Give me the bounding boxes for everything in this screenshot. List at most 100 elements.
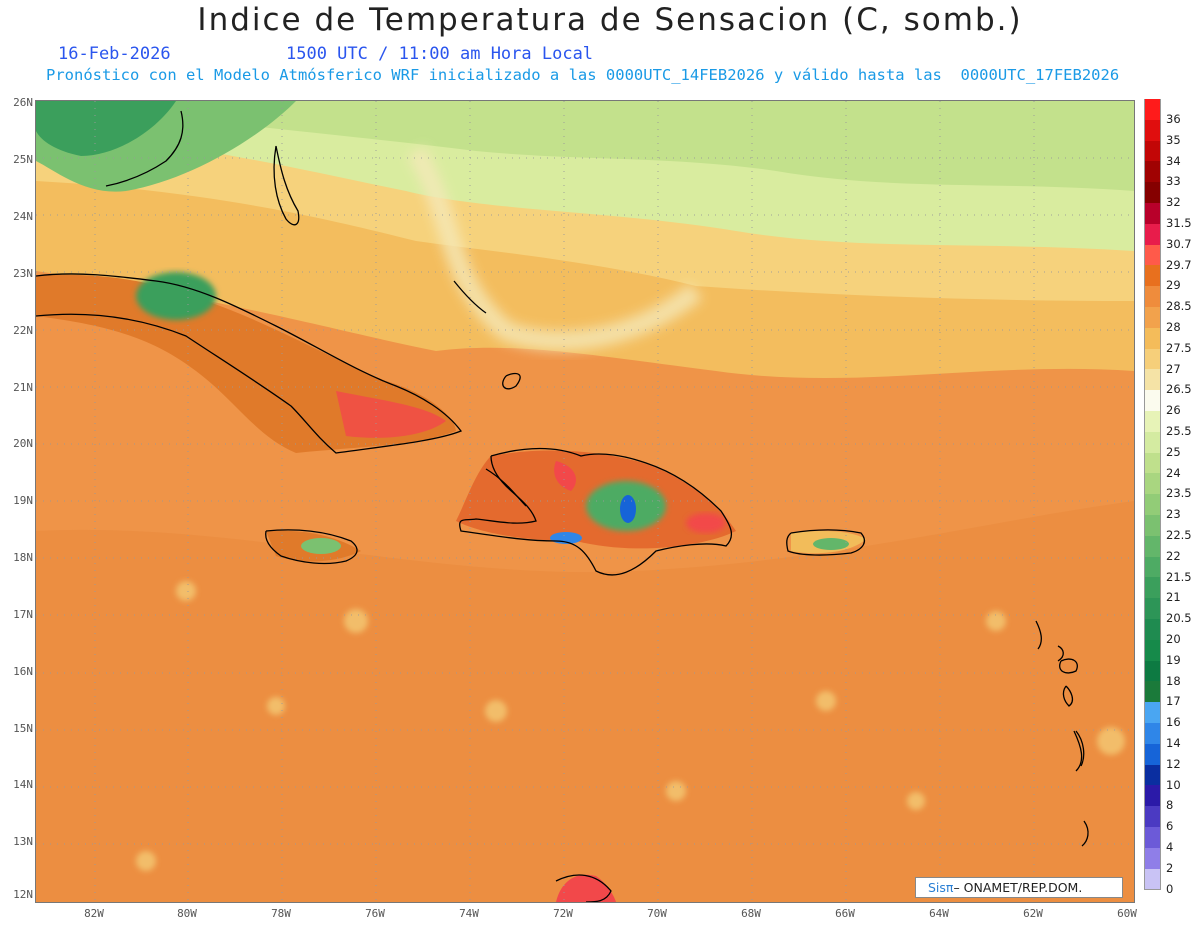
credit-text: – ONAMET/REP.DOM. xyxy=(953,880,1083,895)
lon-label: 66W xyxy=(835,907,855,920)
legend-bottom-edge xyxy=(1144,889,1161,891)
lon-label: 80W xyxy=(177,907,197,920)
legend-level: 21 xyxy=(1166,590,1181,605)
legend-level: 29.7 xyxy=(1166,257,1192,272)
valid-date-line: 16-Feb-2026 1500 UTC / 11:00 am Hora Loca… xyxy=(58,44,593,64)
lon-label: 68W xyxy=(741,907,761,920)
model-subtitle: Pronóstico con el Modelo Atmósferico WRF… xyxy=(46,66,1120,84)
credit-box: Sisπ – ONAMET/REP.DOM. xyxy=(915,877,1123,898)
lat-label: 21N xyxy=(13,381,33,394)
legend-swatch xyxy=(1144,681,1161,703)
legend-level: 16 xyxy=(1166,715,1181,730)
legend-level: 25.5 xyxy=(1166,424,1192,438)
legend-swatch xyxy=(1144,286,1161,308)
legend-swatch xyxy=(1144,619,1161,641)
legend-swatch xyxy=(1144,785,1161,807)
lon-label: 72W xyxy=(553,907,573,920)
legend-swatch xyxy=(1144,327,1161,350)
legend-swatch xyxy=(1144,847,1161,870)
legend-swatch xyxy=(1144,515,1161,537)
legend-swatch xyxy=(1144,452,1161,474)
legend-level: 22.5 xyxy=(1166,528,1192,542)
legend-swatch xyxy=(1144,119,1161,142)
lat-label: 16N xyxy=(13,665,33,678)
legend-swatch xyxy=(1144,494,1161,516)
legend-level: 24 xyxy=(1166,465,1181,480)
legend-level: 26.5 xyxy=(1166,382,1192,397)
legend-swatch xyxy=(1144,473,1161,495)
lon-label: 70W xyxy=(647,907,667,920)
legend-swatch xyxy=(1144,827,1161,849)
lon-label: 78W xyxy=(271,907,291,920)
legend-swatch xyxy=(1144,639,1161,662)
legend-level: 17 xyxy=(1166,694,1181,709)
legend-level: 18 xyxy=(1166,673,1181,688)
lat-label: 23N xyxy=(13,267,33,280)
legend-swatch xyxy=(1144,806,1161,828)
forecast-time: 1500 UTC / 11:00 am Hora Local xyxy=(286,44,594,64)
lat-label: 25N xyxy=(13,153,33,166)
legend-level: 22 xyxy=(1166,548,1181,563)
legend-level: 30.7 xyxy=(1166,236,1192,251)
legend-swatch xyxy=(1144,161,1161,183)
legend-swatch xyxy=(1144,390,1161,412)
legend-swatch xyxy=(1144,764,1161,786)
legend-swatch xyxy=(1144,265,1161,287)
lat-label: 18N xyxy=(13,551,33,564)
legend-level: 31.5 xyxy=(1166,216,1192,230)
legend-level: 26 xyxy=(1166,403,1181,418)
legend-swatch xyxy=(1144,660,1161,682)
legend-level: 35 xyxy=(1166,132,1181,147)
legend-level: 29 xyxy=(1166,278,1181,293)
legend-swatch xyxy=(1144,140,1161,162)
legend-level: 32 xyxy=(1166,195,1181,210)
lat-label: 13N xyxy=(13,835,33,848)
legend-level: 4 xyxy=(1166,840,1174,854)
legend-swatch xyxy=(1144,577,1161,599)
lat-label: 22N xyxy=(13,324,33,337)
legend-level: 28 xyxy=(1166,320,1181,334)
lon-label: 62W xyxy=(1023,907,1043,920)
legend-level: 23 xyxy=(1166,507,1181,522)
legend-swatch xyxy=(1144,868,1161,890)
legend-level: 19 xyxy=(1166,652,1181,667)
legend-swatch xyxy=(1144,369,1161,391)
lat-label: 17N xyxy=(13,608,33,621)
legend-level: 21.5 xyxy=(1166,569,1192,584)
legend-level: 14 xyxy=(1166,736,1181,750)
lat-label: 24N xyxy=(13,210,33,223)
legend-level: 6 xyxy=(1166,819,1174,834)
legend-level: 20 xyxy=(1166,632,1181,646)
legend-swatch xyxy=(1144,348,1161,370)
lon-label: 76W xyxy=(365,907,385,920)
legend-swatch xyxy=(1144,223,1161,246)
legend-level: 0 xyxy=(1166,881,1174,896)
forecast-date: 16-Feb-2026 xyxy=(58,44,171,64)
lon-label: 74W xyxy=(459,907,479,920)
legend-level: 33 xyxy=(1166,174,1181,189)
legend-swatch xyxy=(1144,411,1161,433)
legend-level: 28.5 xyxy=(1166,299,1192,314)
legend-swatch xyxy=(1144,598,1161,620)
legend-swatch xyxy=(1144,203,1161,225)
sispi-brand: Sisπ xyxy=(928,880,954,895)
legend-swatch xyxy=(1144,99,1161,121)
map-title: Indice de Temperatura de Sensacion (C, s… xyxy=(197,2,1023,38)
map-canvas xyxy=(35,100,1135,903)
legend-swatch xyxy=(1144,743,1161,766)
lat-label: 26N xyxy=(13,96,33,109)
lat-label: 15N xyxy=(13,722,33,735)
legend-level: 27 xyxy=(1166,361,1181,376)
legend-level: 20.5 xyxy=(1166,611,1192,626)
legend-level: 36 xyxy=(1166,112,1181,126)
legend-level: 23.5 xyxy=(1166,486,1192,501)
legend-level: 25 xyxy=(1166,444,1181,459)
legend-swatch xyxy=(1144,702,1161,724)
legend-level: 2 xyxy=(1166,860,1174,875)
lon-label: 60W xyxy=(1117,907,1137,920)
legend-level: 34 xyxy=(1166,153,1181,168)
legend-swatch xyxy=(1144,431,1161,454)
legend-level: 27.5 xyxy=(1166,340,1192,355)
legend-swatch xyxy=(1144,244,1161,266)
heat-index-field xyxy=(36,101,1134,902)
